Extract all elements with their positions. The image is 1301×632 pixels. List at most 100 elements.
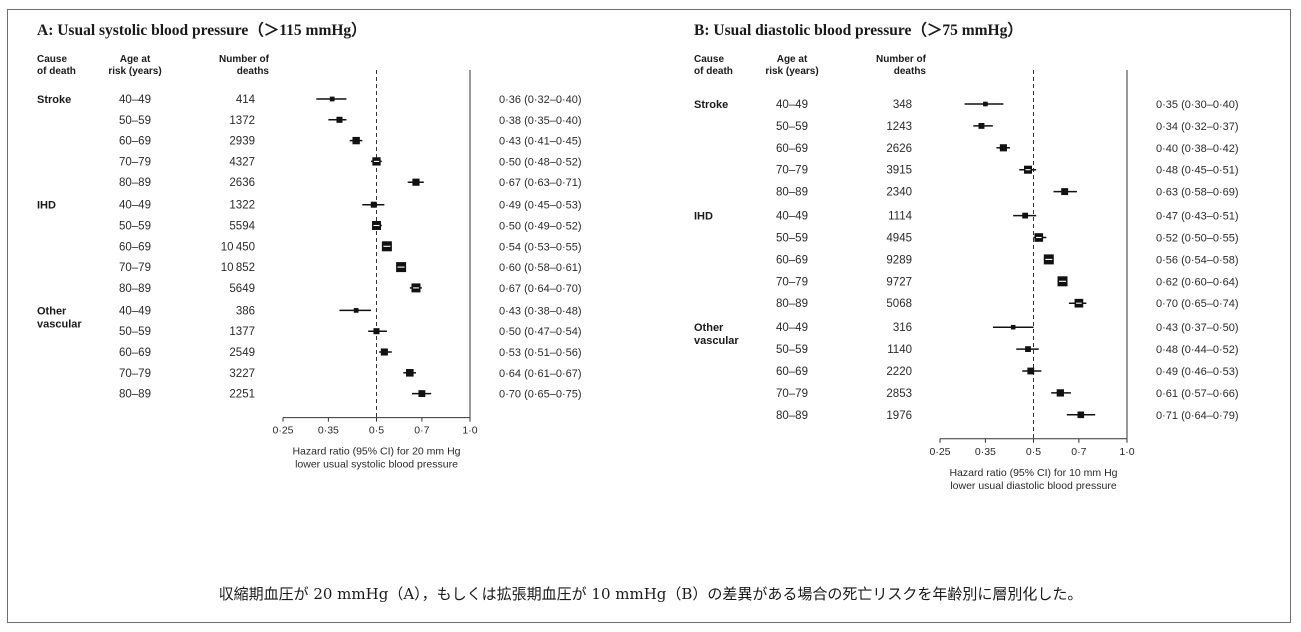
hr-ci-label: 0·70 (0·65–0·74) xyxy=(1156,298,1239,310)
deaths-cell: 5649 xyxy=(229,283,255,295)
header-age-at-risk: risk (years) xyxy=(108,66,161,77)
deaths-cell: 10 852 xyxy=(221,262,255,274)
deaths-cell: 10 450 xyxy=(221,241,255,253)
hr-point xyxy=(406,369,414,377)
hr-ci-label: 0·36 (0·32–0·40) xyxy=(499,94,582,106)
deaths-cell: 2340 xyxy=(886,187,912,199)
hr-point xyxy=(1025,346,1031,352)
hr-point xyxy=(329,96,335,102)
panel-b-title: B: Usual diastolic blood pressure（＞75 mm… xyxy=(694,22,1023,39)
hr-point xyxy=(336,116,343,123)
x-tick-label: 0·5 xyxy=(1026,446,1041,458)
hr-point xyxy=(1061,188,1069,196)
age-cell: 80–89 xyxy=(119,177,151,189)
hr-ci-label: 0·48 (0·44–0·52) xyxy=(1156,344,1239,356)
header-age-at-risk: Age at xyxy=(777,54,808,65)
header-number-of-deaths: Number of xyxy=(219,54,270,65)
deaths-cell: 1114 xyxy=(888,211,912,223)
age-cell: 50–59 xyxy=(776,233,808,245)
x-axis-label: lower usual systolic blood pressure xyxy=(295,459,458,471)
cause-label: IHD xyxy=(37,200,56,212)
deaths-cell: 1322 xyxy=(229,200,255,212)
hr-ci-label: 0·64 (0·61–0·67) xyxy=(499,368,582,380)
age-cell: 50–59 xyxy=(776,344,808,356)
hr-ci-label: 0·34 (0·32–0·37) xyxy=(1156,121,1239,133)
age-cell: 50–59 xyxy=(119,221,151,233)
cause-label: vascular xyxy=(37,318,82,330)
deaths-cell: 316 xyxy=(893,322,912,334)
deaths-cell: 5068 xyxy=(886,298,912,310)
hr-ci-label: 0·43 (0·37–0·50) xyxy=(1156,322,1239,334)
age-cell: 70–79 xyxy=(776,276,808,288)
cause-label: vascular xyxy=(694,335,739,347)
deaths-cell: 2220 xyxy=(886,366,912,378)
deaths-cell: 4945 xyxy=(886,233,912,245)
deaths-cell: 1372 xyxy=(229,115,255,127)
panel-a-title: A: Usual systolic blood pressure（＞115 mm… xyxy=(37,22,367,39)
hr-point xyxy=(373,328,380,335)
age-cell: 50–59 xyxy=(776,121,808,133)
hr-ci-label: 0·70 (0·65–0·75) xyxy=(499,389,582,401)
x-axis-label: Hazard ratio (95% CI) for 20 mm Hg xyxy=(292,446,460,458)
header-age-at-risk: Age at xyxy=(120,54,151,65)
hr-ci-label: 0·50 (0·48–0·52) xyxy=(499,156,582,168)
age-cell: 60–69 xyxy=(776,254,808,266)
header-cause-of-death: of death xyxy=(694,66,733,77)
deaths-cell: 2626 xyxy=(886,143,912,155)
x-tick-label: 0·7 xyxy=(414,425,429,437)
hr-ci-label: 0·54 (0·53–0·55) xyxy=(499,241,582,253)
age-cell: 40–49 xyxy=(119,94,151,106)
hr-point xyxy=(412,178,420,186)
deaths-cell: 2549 xyxy=(229,347,255,359)
deaths-cell: 5594 xyxy=(229,221,255,233)
age-cell: 80–89 xyxy=(776,410,808,422)
hr-ci-label: 0·61 (0·57–0·66) xyxy=(1156,388,1239,400)
hr-point xyxy=(1027,367,1035,375)
age-cell: 80–89 xyxy=(119,389,151,401)
deaths-cell: 9289 xyxy=(886,254,912,266)
deaths-cell: 386 xyxy=(236,305,255,317)
header-age-at-risk: risk (years) xyxy=(765,66,818,77)
cause-label: Other xyxy=(694,322,724,334)
age-cell: 70–79 xyxy=(119,262,151,274)
deaths-cell: 9727 xyxy=(886,276,912,288)
hr-ci-label: 0·63 (0·58–0·69) xyxy=(1156,187,1239,199)
hr-point xyxy=(1022,212,1029,219)
x-tick-label: 0·5 xyxy=(369,425,384,437)
deaths-cell: 2636 xyxy=(229,177,255,189)
hr-point xyxy=(983,101,988,107)
x-axis-label: Hazard ratio (95% CI) for 10 mm Hg xyxy=(949,467,1117,479)
hr-ci-label: 0·43 (0·38–0·48) xyxy=(499,305,582,317)
header-number-of-deaths: deaths xyxy=(894,66,927,77)
hr-ci-label: 0·48 (0·45–0·51) xyxy=(1156,165,1239,177)
age-cell: 70–79 xyxy=(119,368,151,380)
hr-point xyxy=(418,390,426,398)
hr-point xyxy=(1010,324,1016,330)
age-cell: 40–49 xyxy=(119,200,151,212)
deaths-cell: 3227 xyxy=(229,368,255,380)
hr-point xyxy=(1056,389,1064,397)
hr-point xyxy=(370,201,377,208)
hr-ci-label: 0·40 (0·38–0·42) xyxy=(1156,143,1239,155)
hr-point xyxy=(978,122,985,129)
deaths-cell: 1377 xyxy=(229,326,255,338)
age-cell: 50–59 xyxy=(119,326,151,338)
x-tick-label: 0·35 xyxy=(318,425,339,437)
header-cause-of-death: Cause xyxy=(694,54,724,65)
hr-ci-label: 0·53 (0·51–0·56) xyxy=(499,347,582,359)
x-axis-label: lower usual diastolic blood pressure xyxy=(950,480,1116,492)
hr-point xyxy=(1077,411,1085,419)
age-cell: 80–89 xyxy=(776,298,808,310)
deaths-cell: 1140 xyxy=(887,344,912,356)
deaths-cell: 2853 xyxy=(886,388,912,400)
x-tick-label: 0·25 xyxy=(929,446,950,458)
hr-ci-label: 0·50 (0·47–0·54) xyxy=(499,326,582,338)
hr-ci-label: 0·50 (0·49–0·52) xyxy=(499,221,582,233)
hr-ci-label: 0·67 (0·64–0·70) xyxy=(499,283,582,295)
age-cell: 40–49 xyxy=(119,305,151,317)
deaths-cell: 348 xyxy=(893,99,912,111)
header-number-of-deaths: deaths xyxy=(237,66,270,77)
hr-ci-label: 0·38 (0·35–0·40) xyxy=(499,115,582,127)
deaths-cell: 4327 xyxy=(229,156,255,168)
